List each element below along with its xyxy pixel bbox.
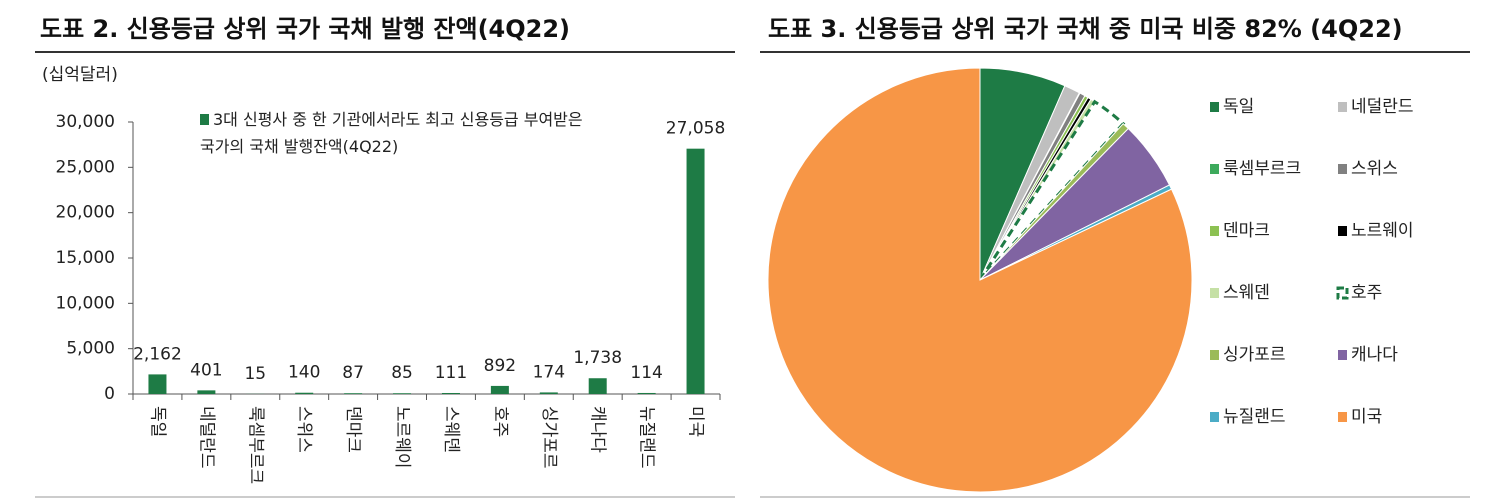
legend-label: 호주 bbox=[1351, 283, 1382, 303]
bar bbox=[197, 390, 216, 394]
y-axis-label: (십억달러) bbox=[42, 65, 118, 85]
x-tick-label: 네덜란드 bbox=[196, 406, 216, 469]
bar bbox=[295, 392, 314, 394]
value-label: 85 bbox=[391, 363, 413, 383]
x-tick-label: 노르웨이 bbox=[392, 406, 412, 469]
legend-label: 뉴질랜드 bbox=[1223, 407, 1286, 427]
bar bbox=[344, 393, 363, 394]
value-label: 15 bbox=[244, 364, 266, 384]
legend-swatch bbox=[1338, 164, 1347, 174]
legend-swatch bbox=[200, 114, 209, 125]
legend-label: 싱가포르 bbox=[1223, 345, 1286, 365]
legend-swatch bbox=[1210, 102, 1219, 112]
value-label: 2,162 bbox=[133, 344, 182, 364]
x-tick-label: 덴마크 bbox=[343, 406, 363, 453]
legend-swatch bbox=[1338, 226, 1347, 236]
bar bbox=[441, 392, 460, 394]
value-label: 1,738 bbox=[573, 348, 622, 368]
legend-swatch bbox=[1338, 102, 1347, 112]
bar bbox=[148, 374, 167, 394]
y-tick-label: 10,000 bbox=[56, 293, 115, 313]
y-tick-label: 15,000 bbox=[56, 248, 115, 268]
y-tick-label: 20,000 bbox=[56, 203, 115, 223]
value-label: 87 bbox=[342, 363, 364, 383]
x-tick-label: 독일 bbox=[147, 406, 167, 437]
legend-label: 미국 bbox=[1351, 407, 1382, 427]
bar bbox=[539, 392, 558, 394]
legend-label: 스웨덴 bbox=[1223, 283, 1270, 303]
value-label: 140 bbox=[288, 363, 320, 383]
bar bbox=[588, 378, 607, 394]
legend-label: 스위스 bbox=[1351, 159, 1398, 179]
legend-swatch bbox=[1338, 412, 1347, 422]
bar bbox=[393, 393, 412, 394]
value-label: 174 bbox=[533, 362, 565, 382]
y-tick-label: 5,000 bbox=[66, 339, 115, 359]
legend-swatch bbox=[1210, 226, 1219, 236]
x-tick-label: 뉴질랜드 bbox=[637, 406, 657, 469]
legend-label: 덴마크 bbox=[1223, 221, 1270, 241]
legend-swatch bbox=[1210, 164, 1219, 174]
legend-swatch bbox=[1336, 286, 1349, 300]
x-tick-label: 캐나다 bbox=[588, 406, 608, 453]
legend-label: 3대 신평사 중 한 기관에서라도 최고 신용등급 부여받은 국가의 국채 발행… bbox=[200, 110, 583, 156]
value-label: 27,058 bbox=[666, 119, 725, 139]
x-tick-label: 미국 bbox=[686, 406, 706, 437]
legend-label: 노르웨이 bbox=[1351, 221, 1414, 241]
bar bbox=[686, 148, 705, 394]
legend-swatch bbox=[1338, 350, 1347, 360]
y-tick-label: 30,000 bbox=[56, 112, 115, 132]
chart-title: 도표 3. 신용등급 상위 국가 국채 중 미국 비중 82% (4Q22) bbox=[768, 15, 1403, 43]
legend-label: 독일 bbox=[1223, 97, 1254, 117]
bar bbox=[490, 385, 509, 394]
x-tick-label: 스웨덴 bbox=[441, 406, 461, 453]
value-label: 111 bbox=[435, 363, 467, 383]
bar bbox=[637, 392, 656, 394]
chart-title: 도표 2. 신용등급 상위 국가 국채 발행 잔액(4Q22) bbox=[40, 15, 570, 43]
y-tick-label: 25,000 bbox=[56, 157, 115, 177]
x-tick-label: 스위스 bbox=[294, 406, 314, 453]
value-label: 892 bbox=[484, 356, 516, 376]
legend-label: 캐나다 bbox=[1351, 345, 1398, 365]
legend-label: 룩셈부르크 bbox=[1223, 159, 1301, 179]
legend-swatch bbox=[1210, 350, 1219, 360]
pie-slice bbox=[767, 67, 1193, 493]
legend-label: 네덜란드 bbox=[1351, 97, 1414, 117]
value-label: 114 bbox=[630, 363, 662, 383]
legend-swatch bbox=[1210, 412, 1219, 422]
y-tick-label: 0 bbox=[104, 384, 115, 404]
legend: 3대 신평사 중 한 기관에서라도 최고 신용등급 부여받은 국가의 국채 발행… bbox=[200, 106, 600, 160]
x-tick-label: 호주 bbox=[490, 406, 510, 437]
x-tick-label: 룩셈부르크 bbox=[245, 406, 265, 484]
value-label: 401 bbox=[190, 360, 222, 380]
legend-swatch bbox=[1210, 288, 1219, 298]
x-tick-label: 싱가포르 bbox=[539, 406, 559, 469]
